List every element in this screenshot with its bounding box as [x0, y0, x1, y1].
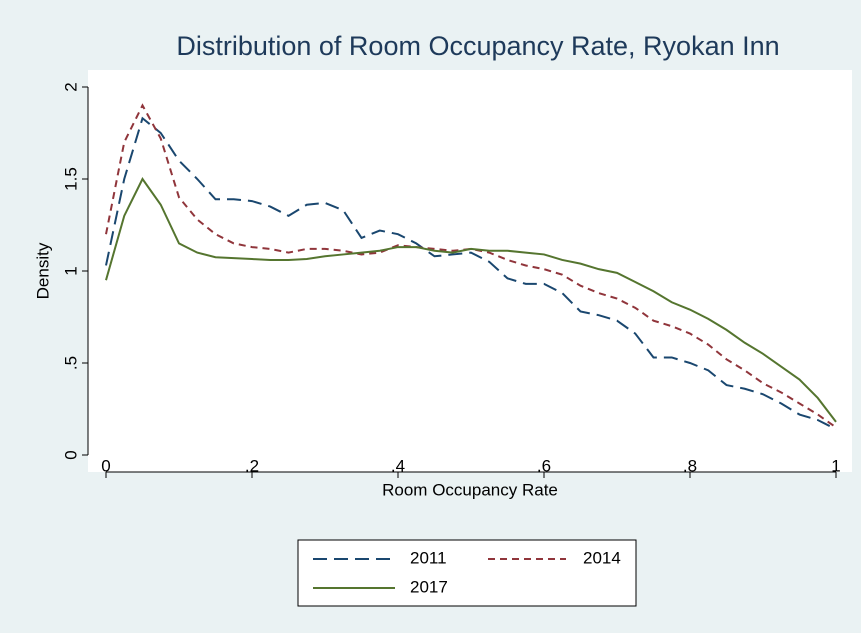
x-tick-label: .2 [245, 456, 259, 475]
legend-label: 2017 [410, 577, 448, 596]
x-axis-label: Room Occupancy Rate [382, 480, 558, 499]
x-tick-label: .6 [537, 456, 551, 475]
legend-label: 2011 [410, 548, 447, 567]
y-tick-label: .5 [61, 356, 80, 370]
legend-label: 2014 [583, 548, 621, 567]
y-tick-label: 0 [61, 450, 80, 459]
series-line [105, 103, 837, 429]
series-line [105, 116, 837, 431]
x-tick-label: .8 [683, 456, 697, 475]
series-line [105, 177, 837, 423]
chart-title: Distribution of Room Occupancy Rate, Ryo… [176, 31, 779, 61]
y-tick-label: 1.5 [61, 167, 80, 191]
x-tick-label: 1 [831, 456, 840, 475]
x-tick-label: 0 [101, 456, 110, 475]
legend [297, 539, 637, 607]
plot-area [88, 70, 852, 472]
y-tick-label: 2 [61, 82, 80, 91]
y-tick-label: 1 [61, 266, 80, 275]
y-axis-label: Density [33, 242, 52, 299]
x-tick-label: .4 [391, 456, 405, 475]
